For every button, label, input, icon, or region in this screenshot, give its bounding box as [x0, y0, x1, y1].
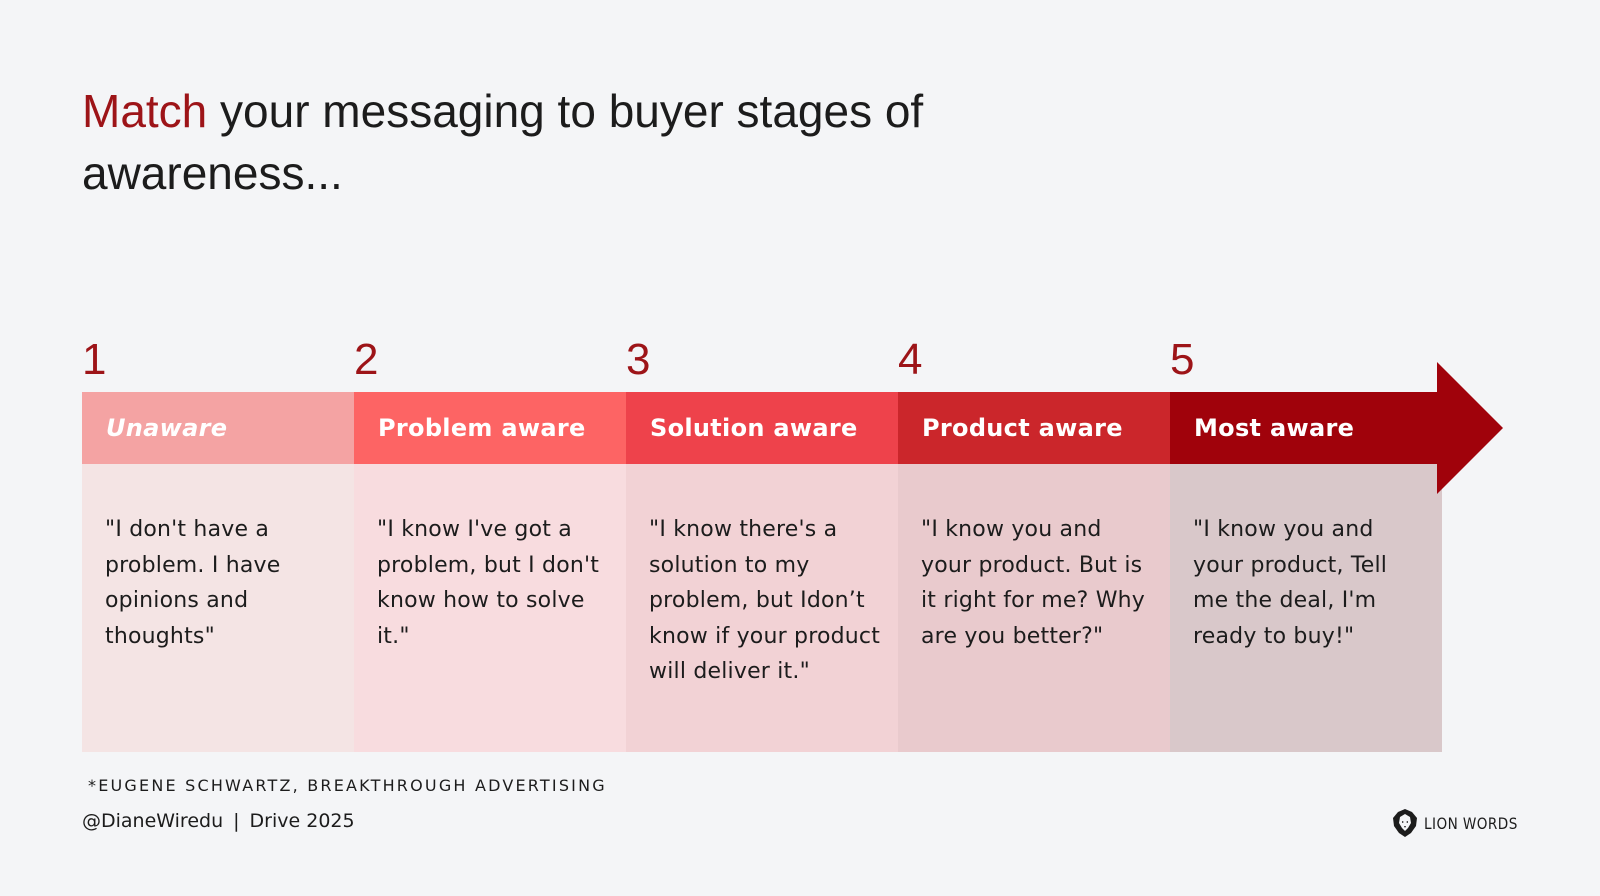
stage-label: Most aware	[1170, 392, 1442, 464]
brand-name: LION WORDS	[1424, 813, 1518, 833]
brand-logo: LION WORDS	[1392, 808, 1534, 838]
awareness-stages: 1 Unaware "I don't have a problem. I hav…	[82, 332, 1502, 752]
stage-quote: "I know you and your product, Tell me th…	[1170, 464, 1442, 752]
stage-number: 2	[354, 335, 379, 384]
stage-quote: "I know there's a solution to my problem…	[626, 464, 898, 752]
footer-credit: @DianeWiredu | Drive 2025	[82, 810, 355, 832]
stage-unaware: 1 Unaware "I don't have a problem. I hav…	[82, 332, 354, 752]
stage-number: 3	[626, 335, 651, 384]
title-accent: Match	[82, 85, 208, 137]
arrow-head-icon	[1437, 362, 1503, 494]
stage-most-aware: 5 Most aware "I know you and your produc…	[1170, 332, 1442, 752]
stage-label: Product aware	[898, 392, 1170, 464]
source-citation: *EUGENE SCHWARTZ, BREAKTHROUGH ADVERTISI…	[88, 776, 607, 795]
stage-quote: "I know you and your product. But is it …	[898, 464, 1170, 752]
lion-head-icon	[1393, 809, 1417, 837]
stage-number: 1	[82, 335, 107, 384]
stage-number: 4	[898, 335, 923, 384]
title-rest: your messaging to buyer stages of awaren…	[82, 85, 924, 199]
stage-product-aware: 4 Product aware "I know you and your pro…	[898, 332, 1170, 752]
stage-quote: "I know I've got a problem, but I don't …	[354, 464, 626, 752]
stage-label: Problem aware	[354, 392, 626, 464]
footer-separator: |	[233, 810, 240, 832]
slide-title: Match your messaging to buyer stages of …	[82, 80, 982, 204]
stage-number: 5	[1170, 335, 1195, 384]
stage-solution-aware: 3 Solution aware "I know there's a solut…	[626, 332, 898, 752]
stage-problem-aware: 2 Problem aware "I know I've got a probl…	[354, 332, 626, 752]
stage-label: Solution aware	[626, 392, 898, 464]
stage-quote: "I don't have a problem. I have opinions…	[82, 464, 354, 752]
footer-event: Drive 2025	[249, 810, 355, 832]
footer-handle: @DianeWiredu	[82, 810, 224, 832]
stage-label: Unaware	[82, 392, 354, 464]
